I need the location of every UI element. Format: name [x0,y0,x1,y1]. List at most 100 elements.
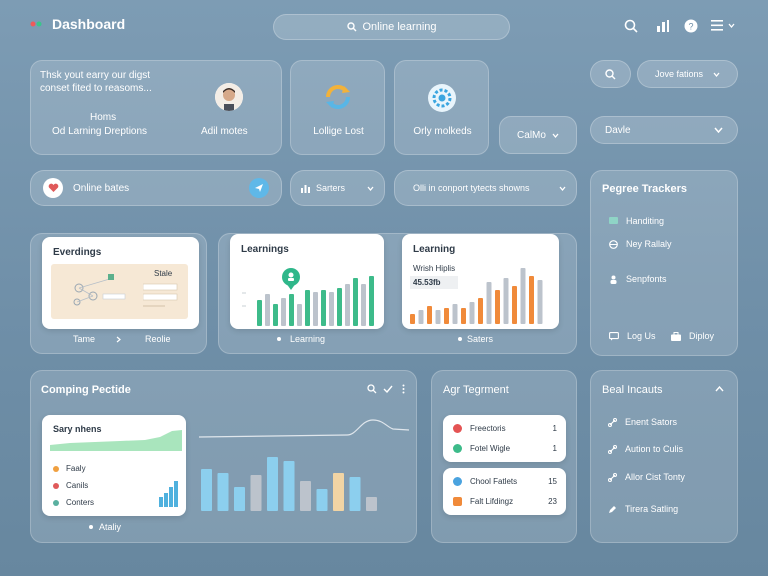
more-vertical-icon[interactable] [402,384,405,394]
right-search-button[interactable] [590,60,631,88]
bar [495,290,500,324]
bar [361,284,366,326]
pencil-icon [608,505,617,514]
agr-row-value: 15 [548,477,557,486]
legend-dot-icon [53,465,59,472]
bar [234,487,245,511]
pegree-item-handiting[interactable]: Handiting [609,216,664,226]
chevron-down-icon [714,127,723,133]
calmo-dropdown[interactable]: CalMo [499,116,577,154]
agr-row[interactable]: Freectoris 1 [453,424,557,433]
bar [486,282,492,324]
bar [537,280,543,324]
calmo-label: CalMo [517,129,546,141]
diploy-button[interactable]: Diploy [671,331,714,341]
send-icon[interactable] [249,178,269,198]
svg-text:?: ? [688,22,693,32]
bar [503,278,509,324]
agr-row[interactable]: Fotel Wigle 1 [453,444,557,453]
form-placeholder-icon [143,283,178,307]
agr-row-label: Chool Fatlets [470,477,518,486]
online-bates-bar[interactable]: Online bates [30,170,282,206]
bar [300,481,311,511]
refresh-icon [322,81,354,113]
sary-card[interactable]: Sary nhens Faaly Canils Conters [42,415,186,516]
check-icon[interactable] [383,385,393,393]
beal-item-enent[interactable]: Enent Sators [608,417,677,427]
beal-item-label: Tirera Satling [625,504,679,514]
sarters-dropdown[interactable]: Sarters [290,170,385,206]
search-input[interactable]: Online learning [362,21,437,33]
everdings-card[interactable]: Everdings Stale [42,237,199,329]
log-us-button[interactable]: Log Us [609,331,656,341]
globe-icon [609,239,618,249]
beal-item-aution[interactable]: Aution to Culis [608,444,683,454]
folder-icon [453,497,462,506]
pegree-item-senpfonts[interactable]: Senpfonts [609,274,667,284]
bar [201,469,212,511]
agr-row-value: 1 [552,424,557,433]
legend-label: Faaly [66,464,86,473]
bar [313,292,318,326]
bar [469,302,475,324]
bar [366,497,377,511]
sary-area-chart [50,430,182,451]
adil-notes-label: Adil motes [201,126,248,137]
beal-item-allor[interactable]: Allor Cist Tonty [608,472,685,482]
tame-label[interactable]: Tame [73,334,96,344]
search-bar[interactable]: Online learning [273,14,510,40]
link-icon [608,444,617,454]
jove-dropdown[interactable]: Jove fations [637,60,738,88]
menu-icon[interactable] [711,20,735,31]
learning-bar-chart [410,268,543,324]
bar [349,477,361,511]
link-icon [608,417,617,427]
bar [435,310,441,324]
agr-card-2[interactable]: Chool Fatlets 15 Falt Lifdingz 23 [443,468,566,515]
briefcase-icon [671,331,681,341]
bar [289,294,294,326]
agr-card-1[interactable]: Freectoris 1 Fotel Wigle 1 [443,415,566,462]
search-icon[interactable] [367,384,377,394]
bar [452,304,458,324]
chart-icon[interactable] [656,19,670,33]
comping-title: Comping Pectide [41,384,131,396]
bar [353,278,358,326]
comping-bars [201,457,377,511]
agr-row-label: Fotel Wigle [470,444,511,453]
message-icon [609,331,619,341]
lollige-card[interactable]: Lollige Lost [290,60,385,155]
chevron-up-icon[interactable] [715,386,724,392]
lollige-label: Lollige Lost [313,126,364,137]
bar [273,304,278,326]
avatar-face-icon [215,83,243,111]
heart-icon [43,178,63,198]
davle-dropdown[interactable]: Davle [590,116,738,144]
app-logo: Dashboard [30,16,125,32]
reolie-label[interactable]: Reolie [145,334,171,344]
bar [316,489,328,511]
comping-panel: Comping Pectide Sary nhens Faaly Canils … [30,370,417,543]
pegree-item-ney[interactable]: Ney Rallaly [609,239,672,249]
agr-row[interactable]: Falt Lifdingz 23 [453,497,557,506]
bar [283,461,295,511]
learnings-card[interactable]: Learnings [230,234,384,329]
bar [512,286,517,324]
bar [267,457,278,511]
intro-card[interactable]: Thsk yout earry our digst conset fited t… [30,60,282,155]
legend-label: Canils [66,481,89,490]
pegree-item-label: Ney Rallaly [626,239,672,249]
everdings-title: Everdings [53,247,102,258]
homs-label: Homs [90,112,117,123]
avatar[interactable] [215,83,243,111]
bar [427,306,432,324]
beal-item-tirera[interactable]: Tirera Satling [608,504,678,514]
orly-card[interactable]: Orly molkeds [394,60,489,155]
info-icon [453,477,462,486]
learning-card[interactable]: Learning Wrish Hiplis 45.53fb [402,234,559,329]
help-icon[interactable]: ? [684,19,698,33]
olli-dropdown[interactable]: Olli in conport tytects showns [394,170,577,206]
header-search-icon[interactable] [624,19,638,33]
agr-row[interactable]: Chool Fatlets 15 [453,477,557,486]
sary-legend: Faaly Canils Conters [53,460,94,511]
